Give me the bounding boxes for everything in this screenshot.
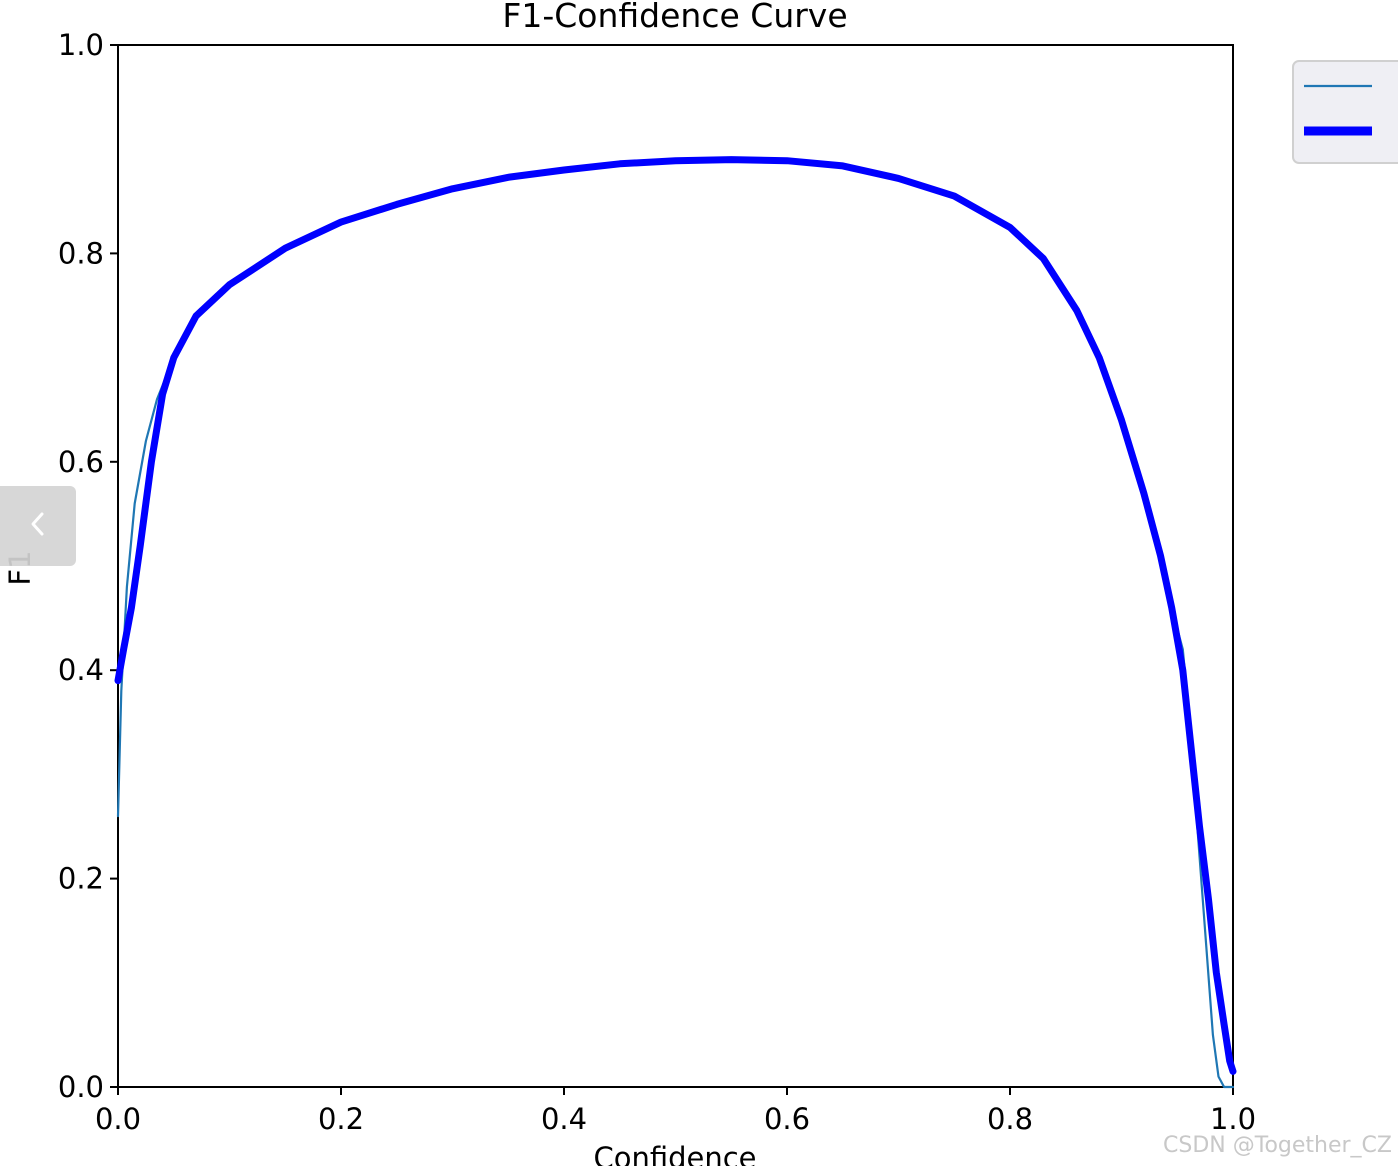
y-tick-label: 0.0: [58, 1070, 104, 1104]
previous-button[interactable]: [0, 486, 76, 566]
y-tick-label: 0.8: [58, 236, 104, 270]
legend: [1292, 60, 1398, 164]
y-axis: 0.0 0.2 0.4 0.6 0.8 1.0: [58, 28, 118, 1104]
legend-frame: [1292, 60, 1398, 164]
y-tick-label: 1.0: [58, 28, 104, 62]
plot-area: [117, 44, 1234, 1088]
x-axis: 0.0 0.2 0.4 0.6 0.8 1.0: [95, 1087, 1256, 1136]
x-tick-label: 0.6: [764, 1102, 810, 1136]
y-tick-label: 0.2: [58, 862, 104, 896]
x-tick-label: 1.0: [1210, 1102, 1256, 1136]
plot-frame: [117, 44, 1234, 1088]
x-tick-label: 0.2: [318, 1102, 364, 1136]
series-layer: [114, 156, 1237, 1089]
y-tick-label: 0.6: [58, 445, 104, 479]
x-tick-label: 0.0: [95, 1102, 141, 1136]
series-line-2: [114, 156, 1237, 1075]
x-tick-label: 0.8: [987, 1102, 1033, 1136]
x-axis-title: Confidence: [593, 1141, 756, 1166]
chart-title: F1-Confidence Curve: [502, 0, 847, 35]
y-tick-label: 0.4: [58, 653, 104, 687]
x-tick-label: 0.4: [541, 1102, 587, 1136]
chevron-left-icon: [28, 510, 48, 542]
watermark: CSDN @Together_CZ: [1163, 1133, 1392, 1158]
